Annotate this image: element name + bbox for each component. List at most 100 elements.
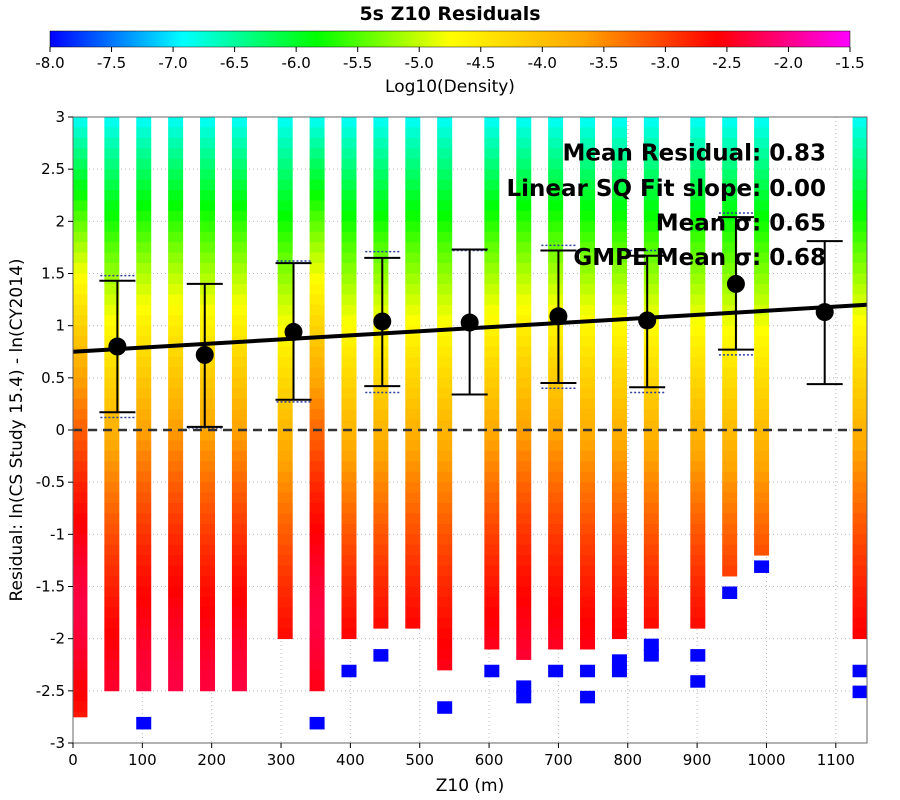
x-axis-label: Z10 (m) bbox=[436, 776, 505, 796]
density-cell bbox=[309, 617, 325, 629]
density-cell bbox=[73, 263, 88, 274]
bin-mean-marker bbox=[108, 337, 127, 356]
density-cell bbox=[341, 482, 357, 493]
colorbar-tick-label: -3.0 bbox=[651, 54, 680, 72]
density-cell bbox=[484, 304, 500, 316]
density-cell bbox=[104, 210, 120, 222]
density-cell bbox=[437, 576, 453, 587]
density-cell bbox=[104, 179, 120, 191]
density-cell bbox=[200, 555, 216, 567]
density-cell bbox=[200, 596, 216, 608]
density-cell bbox=[754, 409, 770, 420]
density-cell bbox=[136, 409, 152, 420]
density-cell bbox=[852, 555, 867, 567]
density-cell bbox=[611, 503, 627, 514]
density-cell bbox=[231, 137, 247, 149]
density-cell bbox=[341, 221, 357, 233]
density-cell bbox=[200, 409, 216, 420]
density-cell bbox=[405, 294, 421, 306]
density-cell bbox=[548, 576, 564, 587]
density-cell-low bbox=[722, 586, 738, 600]
density-cell bbox=[643, 179, 659, 191]
density-cell bbox=[405, 503, 421, 514]
density-cell bbox=[690, 221, 706, 233]
density-cell bbox=[373, 565, 389, 577]
density-cell bbox=[277, 492, 293, 504]
density-cell bbox=[231, 388, 247, 400]
density-cell bbox=[690, 503, 706, 514]
density-cell bbox=[548, 346, 564, 358]
density-cell bbox=[580, 346, 596, 358]
density-cell bbox=[437, 565, 453, 577]
density-cell bbox=[136, 356, 152, 368]
x-tick-label: 900 bbox=[683, 751, 712, 769]
density-cell bbox=[73, 273, 88, 285]
density-cell bbox=[373, 492, 389, 504]
density-cell bbox=[104, 534, 120, 546]
density-cell bbox=[548, 409, 564, 420]
density-columns bbox=[73, 117, 867, 730]
density-cell bbox=[231, 127, 247, 139]
density-cell bbox=[136, 221, 152, 233]
density-cell bbox=[852, 576, 867, 587]
density-cell bbox=[104, 252, 120, 264]
density-cell bbox=[754, 346, 770, 358]
density-cell bbox=[277, 242, 293, 254]
density-cell bbox=[405, 461, 421, 473]
density-cell bbox=[437, 388, 453, 400]
density-cell bbox=[580, 628, 596, 640]
colorbar-tick-label: -4.0 bbox=[528, 54, 557, 72]
density-cell bbox=[580, 325, 596, 337]
density-cell bbox=[231, 596, 247, 608]
density-cell bbox=[341, 190, 357, 201]
density-cell bbox=[484, 398, 500, 410]
density-cell bbox=[231, 492, 247, 504]
density-cell bbox=[373, 503, 389, 514]
density-cell bbox=[722, 534, 738, 546]
density-cell bbox=[690, 169, 706, 180]
density-cell bbox=[309, 565, 325, 577]
density-cell bbox=[168, 169, 184, 180]
density-cell bbox=[373, 304, 389, 316]
density-cell bbox=[277, 388, 293, 400]
density-cell bbox=[580, 503, 596, 514]
density-cell bbox=[484, 450, 500, 462]
density-cell bbox=[277, 294, 293, 306]
density-cell bbox=[136, 617, 152, 629]
density-cell bbox=[722, 336, 738, 347]
density-cell bbox=[548, 638, 564, 650]
density-cell bbox=[373, 169, 389, 180]
density-cell bbox=[104, 283, 120, 295]
density-cell bbox=[168, 419, 184, 431]
density-cell bbox=[73, 596, 88, 608]
density-cell bbox=[341, 346, 357, 358]
density-cell bbox=[73, 356, 88, 368]
density-cell bbox=[484, 544, 500, 556]
density-cell bbox=[341, 304, 357, 316]
density-cell bbox=[580, 356, 596, 368]
density-cell bbox=[168, 117, 184, 128]
density-cell bbox=[405, 576, 421, 587]
plot-area: Mean Residual: 0.83 Linear SQ Fit slope: … bbox=[73, 117, 867, 743]
density-column bbox=[73, 117, 88, 718]
y-tick-label: 1 bbox=[55, 317, 65, 335]
density-cell bbox=[168, 513, 184, 525]
density-column bbox=[611, 117, 627, 678]
density-cell bbox=[643, 304, 659, 316]
density-cell bbox=[437, 304, 453, 316]
density-cell bbox=[580, 471, 596, 483]
density-cell bbox=[277, 231, 293, 243]
density-cell bbox=[168, 503, 184, 514]
density-cell bbox=[309, 638, 325, 650]
density-cell bbox=[516, 273, 532, 285]
density-cell bbox=[200, 367, 216, 379]
density-cell bbox=[405, 440, 421, 452]
density-cell bbox=[484, 419, 500, 431]
density-cell bbox=[309, 534, 325, 546]
density-cell bbox=[73, 607, 88, 619]
density-cell bbox=[168, 304, 184, 316]
density-cell bbox=[611, 628, 627, 640]
density-cell bbox=[231, 304, 247, 316]
density-cell bbox=[136, 127, 152, 139]
density-cell bbox=[437, 127, 453, 139]
